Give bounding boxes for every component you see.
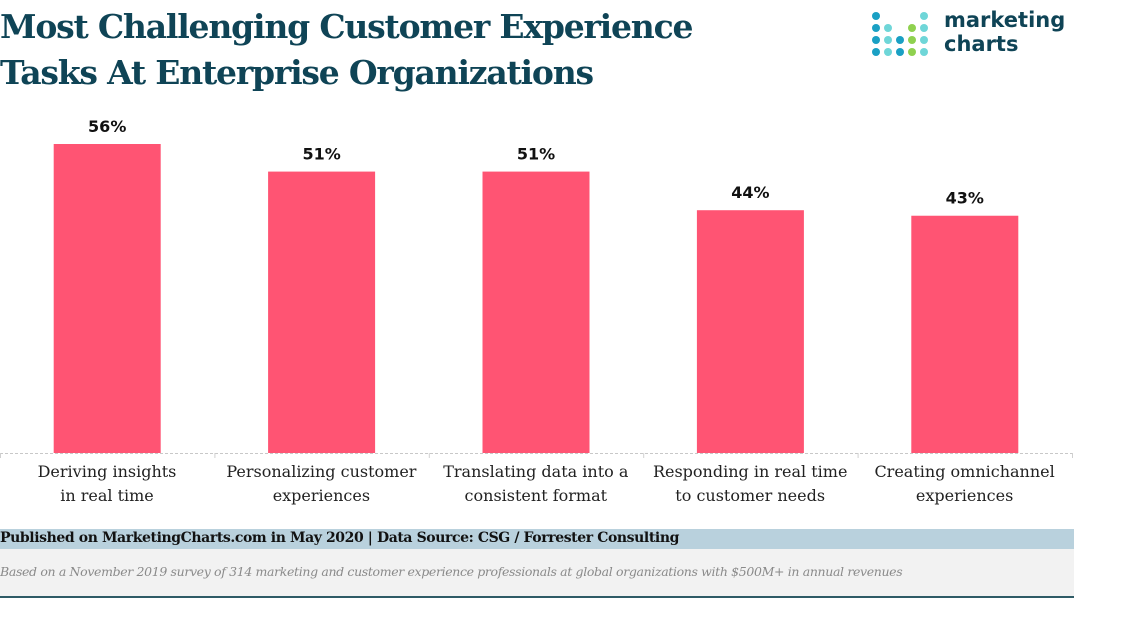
logo-dot xyxy=(920,24,928,32)
data-label: 51% xyxy=(517,145,555,164)
x-tick-label-line: Responding in real time xyxy=(652,462,848,481)
bar xyxy=(268,171,376,453)
logo-text-line-2: charts xyxy=(944,32,1019,56)
x-tick-label-line: experiences xyxy=(915,486,1014,505)
logo-dot xyxy=(884,48,892,56)
x-tick-label: Deriving insights in real time xyxy=(0,460,214,508)
x-tick-label-line: to customer needs xyxy=(675,486,826,505)
marketingcharts-logo: marketing charts xyxy=(872,8,1092,64)
data-label: 44% xyxy=(731,183,769,202)
data-label: 51% xyxy=(302,145,340,164)
logo-dot xyxy=(896,48,904,56)
source-band: Published on MarketingCharts.com in May … xyxy=(0,529,1074,549)
x-tick-label-line: Personalizing customer xyxy=(226,462,417,481)
x-tick-label-line: Deriving insights xyxy=(37,462,177,481)
bar-chart: 56% 51% 51% 44% 43% xyxy=(0,117,1073,458)
bar xyxy=(482,171,590,453)
x-tick-label-line: Translating data into a xyxy=(443,462,629,481)
logo-text: marketing charts xyxy=(944,8,1065,56)
logo-dot xyxy=(920,12,928,20)
x-tick-label-line: in real time xyxy=(60,486,154,505)
bar xyxy=(696,210,804,453)
bar xyxy=(53,144,161,453)
logo-dot xyxy=(908,48,916,56)
logo-dot xyxy=(872,24,880,32)
logo-dot xyxy=(908,24,916,32)
chart-title: Most Challenging Customer Experience Tas… xyxy=(0,4,760,96)
logo-dot xyxy=(896,36,904,44)
logo-dot xyxy=(908,36,916,44)
logo-dot xyxy=(884,24,892,32)
logo-dot xyxy=(872,48,880,56)
x-tick-label-line: Creating omnichannel xyxy=(874,462,1055,481)
logo-dot xyxy=(920,36,928,44)
data-label: 43% xyxy=(946,189,984,208)
logo-text-line-1: marketing xyxy=(944,8,1066,32)
survey-note: Based on a November 2019 survey of 314 m… xyxy=(0,564,903,579)
x-tick-label-line: consistent format xyxy=(464,486,608,505)
note-band: Based on a November 2019 survey of 314 m… xyxy=(0,549,1074,598)
data-label: 56% xyxy=(88,117,126,136)
x-tick-label: Responding in real time to customer needs xyxy=(643,460,857,508)
chart-title-line-1: Most Challenging Customer Experience xyxy=(0,7,693,46)
x-tick-label: Translating data into a consistent format xyxy=(429,460,643,508)
x-tick-label: Creating omnichannel experiences xyxy=(858,460,1072,508)
chart-title-line-2: Tasks At Enterprise Organizations xyxy=(0,53,594,92)
logo-dot xyxy=(884,36,892,44)
logo-dot xyxy=(872,12,880,20)
logo-dot xyxy=(920,48,928,56)
x-tick-label-line: experiences xyxy=(272,486,371,505)
x-tick-label: Personalizing customer experiences xyxy=(214,460,428,508)
bar xyxy=(911,215,1019,453)
source-text: Published on MarketingCharts.com in May … xyxy=(0,530,679,546)
logo-dot xyxy=(872,36,880,44)
